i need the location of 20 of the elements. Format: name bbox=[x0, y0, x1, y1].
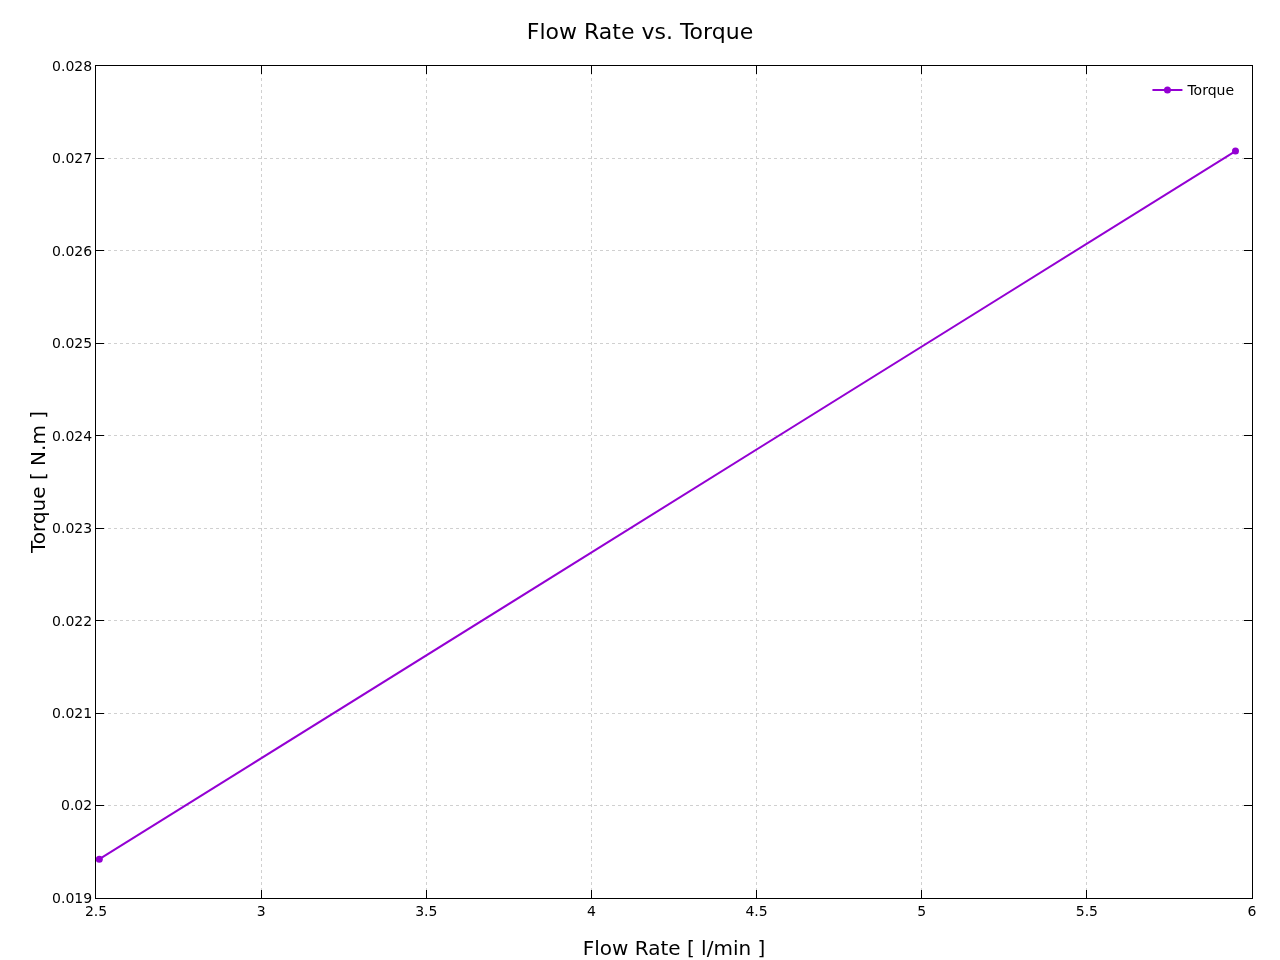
y-tick-label: 0.023 bbox=[52, 520, 93, 537]
x-axis-title: Flow Rate [ l/min ] bbox=[582, 936, 766, 960]
y-tick-label: 0.025 bbox=[52, 335, 93, 352]
y-axis-title: Torque [ N.m ] bbox=[26, 410, 51, 555]
x-tick-label: 3.5 bbox=[415, 902, 438, 919]
y-tick-label: 0.028 bbox=[52, 57, 93, 74]
x-tick-label: 5 bbox=[917, 902, 927, 919]
y-tick-label: 0.021 bbox=[52, 705, 93, 722]
x-tick-label: 5.5 bbox=[1075, 902, 1098, 919]
legend-label: Torque bbox=[1186, 82, 1235, 99]
x-tick-label: 4 bbox=[586, 902, 596, 919]
y-tick-label: 0.02 bbox=[61, 797, 93, 814]
y-tick-label: 0.022 bbox=[52, 612, 93, 629]
y-tick-label: 0.024 bbox=[52, 427, 93, 444]
y-tick-label: 0.026 bbox=[52, 242, 93, 259]
x-tick-label: 4.5 bbox=[745, 902, 768, 919]
chart-title: Flow Rate vs. Torque bbox=[526, 19, 754, 45]
y-tick-label: 0.027 bbox=[52, 150, 93, 167]
x-tick-label: 3 bbox=[256, 902, 266, 919]
x-tick-label: 6 bbox=[1247, 902, 1257, 919]
